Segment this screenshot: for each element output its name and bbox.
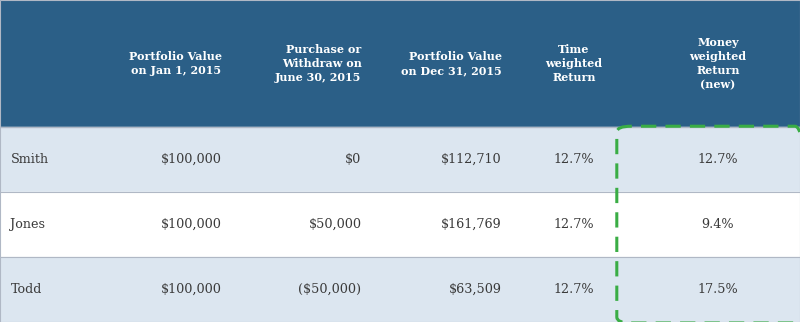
Text: Todd: Todd <box>10 283 42 296</box>
Text: $100,000: $100,000 <box>161 283 222 296</box>
Text: 12.7%: 12.7% <box>554 153 594 166</box>
Text: $161,769: $161,769 <box>441 218 502 231</box>
Bar <box>0 127 800 192</box>
Text: $112,710: $112,710 <box>441 153 502 166</box>
Text: Jones: Jones <box>10 218 46 231</box>
Text: $100,000: $100,000 <box>161 218 222 231</box>
Bar <box>0 192 800 257</box>
Text: $100,000: $100,000 <box>161 153 222 166</box>
Text: $63,509: $63,509 <box>449 283 502 296</box>
Text: 17.5%: 17.5% <box>698 283 738 296</box>
Text: 12.7%: 12.7% <box>698 153 738 166</box>
Text: 12.7%: 12.7% <box>554 283 594 296</box>
Text: Smith: Smith <box>10 153 49 166</box>
Text: Money
weighted
Return
(new): Money weighted Return (new) <box>690 37 746 90</box>
Text: Time
weighted
Return: Time weighted Return <box>546 44 602 83</box>
Text: 12.7%: 12.7% <box>554 218 594 231</box>
Bar <box>0 0 800 127</box>
Text: Portfolio Value
on Jan 1, 2015: Portfolio Value on Jan 1, 2015 <box>129 51 222 76</box>
Text: Portfolio Value
on Dec 31, 2015: Portfolio Value on Dec 31, 2015 <box>401 51 502 76</box>
Text: $50,000: $50,000 <box>309 218 362 231</box>
Text: ($50,000): ($50,000) <box>298 283 362 296</box>
Text: $0: $0 <box>346 153 362 166</box>
Bar <box>0 257 800 322</box>
Text: 9.4%: 9.4% <box>702 218 734 231</box>
Text: Purchase or
Withdraw on
June 30, 2015: Purchase or Withdraw on June 30, 2015 <box>275 44 362 83</box>
